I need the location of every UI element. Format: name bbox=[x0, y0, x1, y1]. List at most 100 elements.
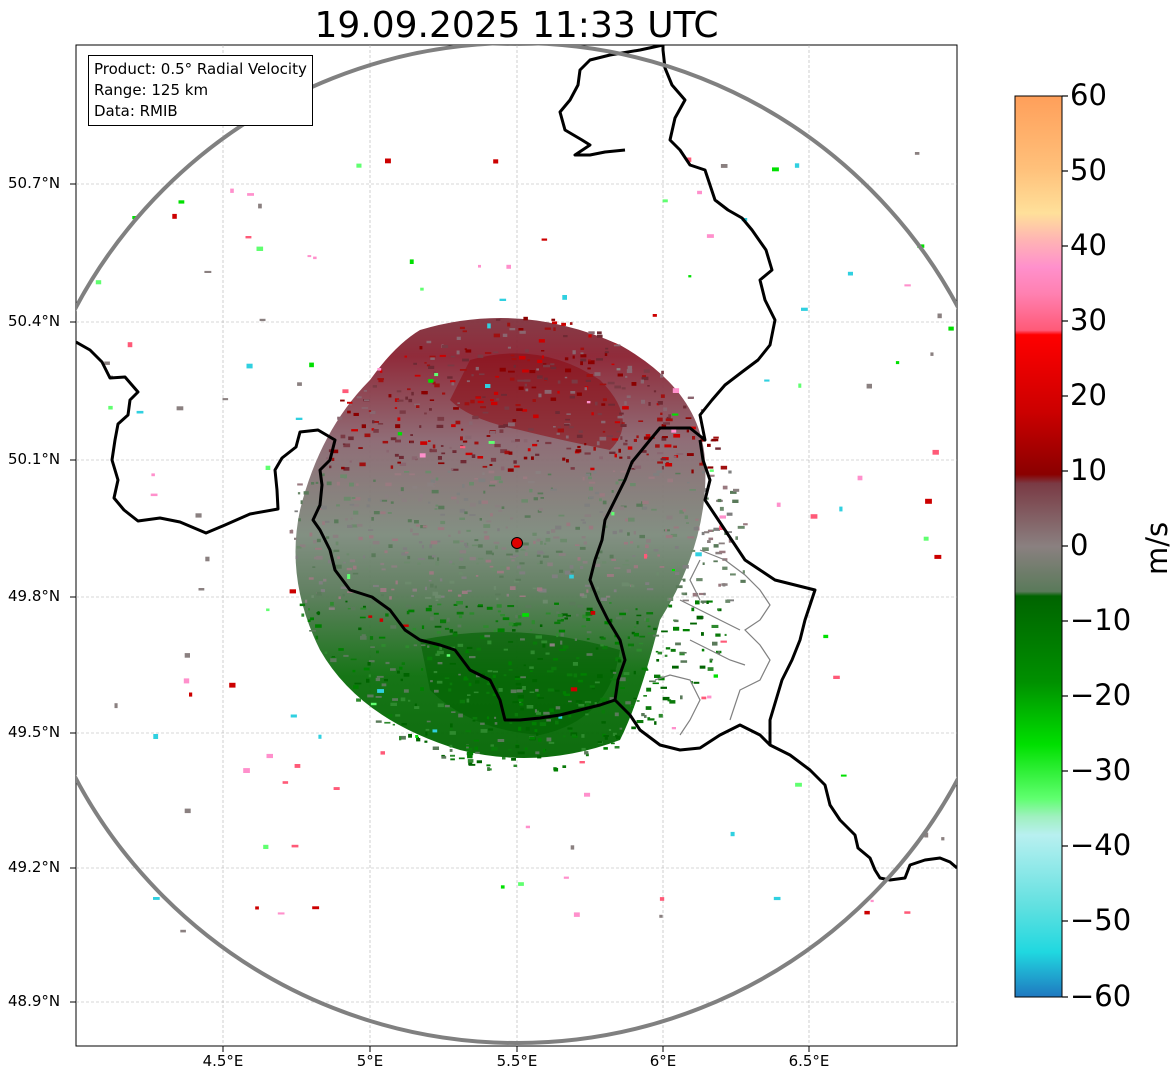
echo-speckle bbox=[725, 531, 732, 533]
echo-speckle bbox=[322, 521, 325, 525]
echo-speckle bbox=[205, 556, 210, 562]
echo-speckle bbox=[649, 680, 656, 683]
echo-speckle bbox=[492, 670, 498, 673]
echo-speckle bbox=[709, 469, 714, 472]
echo-speckle bbox=[343, 467, 350, 471]
echo-speckle bbox=[588, 481, 596, 484]
echo-speckle bbox=[695, 518, 699, 521]
echo-speckle bbox=[439, 646, 443, 650]
echo-speckle bbox=[718, 542, 725, 545]
echo-speckle bbox=[524, 552, 528, 556]
echo-speckle bbox=[514, 677, 521, 680]
echo-speckle bbox=[558, 514, 565, 517]
echo-speckle bbox=[720, 640, 727, 643]
echo-speckle bbox=[475, 366, 479, 371]
echo-speckle bbox=[646, 687, 652, 692]
echo-speckle bbox=[641, 376, 649, 381]
echo-speckle bbox=[539, 722, 547, 727]
echo-speckle bbox=[543, 711, 550, 715]
echo-speckle bbox=[577, 557, 581, 561]
echo-speckle bbox=[496, 604, 502, 608]
echo-speckle bbox=[426, 720, 431, 723]
echo-speckle bbox=[546, 719, 551, 722]
echo-speckle bbox=[564, 617, 568, 620]
echo-speckle bbox=[679, 510, 684, 514]
echo-speckle bbox=[512, 629, 516, 632]
echo-speckle bbox=[456, 601, 463, 605]
echo-speckle bbox=[363, 555, 366, 559]
echo-speckle bbox=[605, 347, 609, 350]
echo-speckle bbox=[555, 720, 559, 725]
echo-speckle bbox=[493, 159, 499, 164]
colorbar-label: −50 bbox=[1070, 903, 1132, 937]
echo-speckle bbox=[686, 429, 689, 433]
echo-speckle bbox=[601, 403, 606, 406]
echo-speckle bbox=[930, 352, 934, 356]
echo-speckle bbox=[345, 600, 348, 603]
echo-speckle bbox=[486, 691, 490, 694]
echo-speckle bbox=[410, 434, 413, 436]
echo-speckle bbox=[584, 514, 592, 517]
echo-speckle bbox=[477, 354, 484, 358]
echo-speckle bbox=[437, 416, 445, 421]
echo-speckle bbox=[434, 383, 440, 388]
echo-speckle bbox=[663, 422, 670, 425]
echo-speckle bbox=[626, 569, 631, 573]
echo-speckle bbox=[644, 549, 648, 554]
echo-speckle bbox=[537, 359, 543, 363]
echo-speckle bbox=[576, 434, 583, 438]
echo-speckle bbox=[492, 674, 496, 678]
echo-speckle bbox=[315, 624, 322, 628]
echo-speckle bbox=[528, 428, 534, 431]
echo-speckle bbox=[429, 408, 432, 411]
echo-speckle bbox=[560, 632, 564, 637]
echo-speckle bbox=[585, 612, 593, 616]
echo-speckle bbox=[625, 518, 630, 522]
echo-speckle bbox=[526, 705, 534, 709]
echo-speckle bbox=[184, 808, 191, 814]
echo-speckle bbox=[434, 508, 438, 510]
echo-speckle bbox=[515, 439, 520, 442]
echo-speckle bbox=[515, 622, 522, 626]
echo-speckle bbox=[370, 646, 375, 648]
echo-speckle bbox=[692, 436, 696, 440]
echo-speckle bbox=[420, 644, 426, 647]
echo-speckle bbox=[586, 618, 591, 621]
echo-speckle bbox=[530, 650, 535, 655]
echo-speckle bbox=[636, 435, 639, 439]
echo-speckle bbox=[555, 550, 563, 553]
echo-speckle bbox=[555, 525, 562, 530]
echo-speckle bbox=[693, 681, 700, 684]
echo-speckle bbox=[501, 393, 507, 396]
echo-speckle bbox=[515, 404, 521, 407]
echo-speckle bbox=[599, 436, 607, 441]
echo-speckle bbox=[657, 554, 660, 557]
echo-speckle bbox=[588, 359, 591, 362]
echo-speckle bbox=[420, 287, 424, 291]
echo-speckle bbox=[537, 492, 544, 495]
echo-speckle bbox=[456, 492, 460, 496]
echo-speckle bbox=[635, 608, 638, 611]
echo-speckle bbox=[304, 599, 308, 603]
echo-speckle bbox=[497, 739, 505, 742]
echo-speckle bbox=[561, 322, 566, 326]
echo-speckle bbox=[489, 484, 496, 487]
echo-speckle bbox=[553, 767, 559, 772]
echo-speckle bbox=[452, 632, 458, 637]
echo-speckle bbox=[368, 660, 375, 663]
echo-speckle bbox=[547, 562, 553, 567]
echo-speckle bbox=[665, 529, 668, 532]
echo-speckle bbox=[631, 468, 636, 470]
echo-speckle bbox=[460, 460, 467, 464]
echo-speckle bbox=[594, 681, 600, 684]
echo-speckle bbox=[522, 542, 529, 546]
echo-speckle bbox=[379, 499, 382, 502]
echo-speckle bbox=[430, 540, 438, 545]
echo-speckle bbox=[543, 555, 549, 558]
range-label: Range: 125 km bbox=[94, 81, 209, 99]
echo-speckle bbox=[493, 351, 499, 354]
echo-speckle bbox=[462, 358, 469, 362]
echo-speckle bbox=[541, 640, 548, 644]
echo-speckle bbox=[630, 584, 635, 588]
echo-speckle bbox=[404, 551, 409, 554]
